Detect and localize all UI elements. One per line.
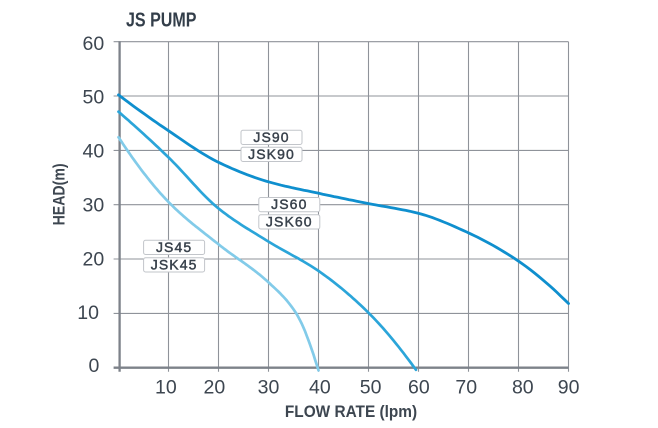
svg-text:60: 60	[408, 377, 430, 399]
svg-text:JS45: JS45	[156, 239, 192, 255]
svg-text:50: 50	[82, 86, 104, 108]
svg-text:20: 20	[204, 377, 226, 399]
svg-text:HEAD(m): HEAD(m)	[51, 163, 69, 225]
svg-text:FLOW RATE (lpm): FLOW RATE (lpm)	[285, 403, 417, 421]
svg-text:90: 90	[558, 377, 580, 399]
svg-text:0: 0	[88, 355, 99, 377]
svg-text:JS60: JS60	[271, 196, 307, 212]
svg-text:80: 80	[512, 377, 534, 399]
svg-text:JS PUMP: JS PUMP	[126, 9, 197, 31]
svg-text:30: 30	[258, 377, 280, 399]
svg-text:10: 10	[155, 377, 177, 399]
svg-text:40: 40	[82, 140, 104, 162]
svg-text:20: 20	[82, 249, 104, 271]
svg-text:JSK60: JSK60	[266, 213, 313, 229]
svg-text:60: 60	[82, 33, 104, 55]
svg-text:30: 30	[82, 194, 104, 216]
svg-text:JSK90: JSK90	[248, 146, 295, 162]
svg-text:JS90: JS90	[253, 129, 289, 145]
svg-text:40: 40	[309, 377, 331, 399]
svg-text:JSK45: JSK45	[151, 256, 198, 272]
svg-text:70: 70	[455, 377, 477, 399]
svg-text:10: 10	[77, 302, 99, 324]
svg-text:50: 50	[360, 377, 382, 399]
